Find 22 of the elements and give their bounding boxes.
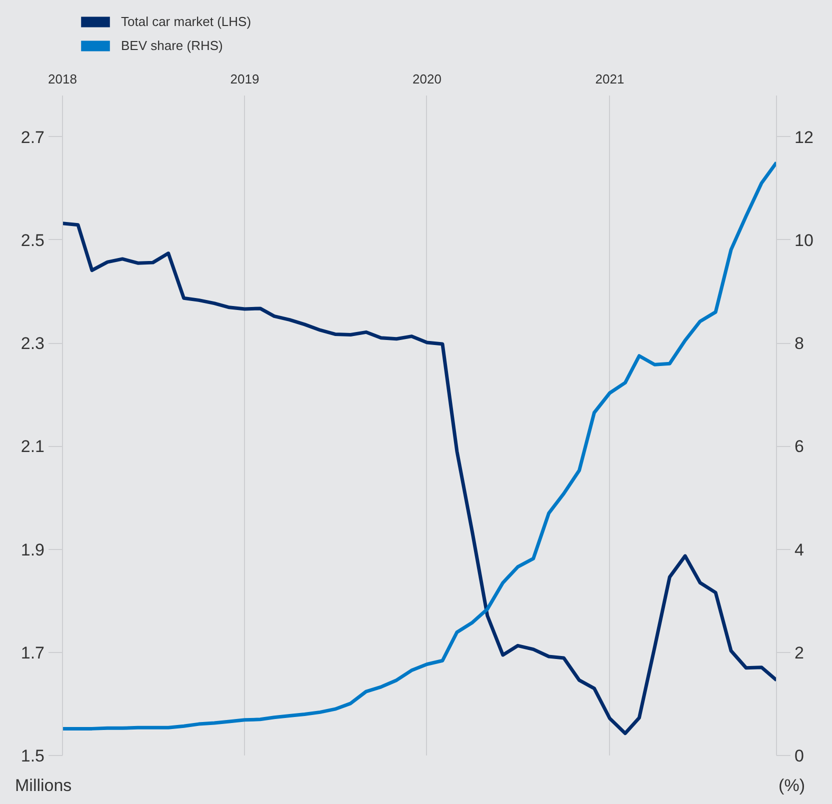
y-tick-label: 1.9 (20, 540, 45, 560)
y2-tick-label: 4 (794, 540, 804, 560)
y2-tick-label: 2 (794, 643, 804, 662)
y2-tick-label: 0 (794, 746, 804, 766)
y-tick-label: 2.1 (20, 437, 45, 456)
y-axis-title: Millions (15, 776, 72, 796)
x-tick-label: 2020 (412, 72, 442, 86)
y-tick-label: 2.7 (20, 128, 45, 147)
y-tick-label: 1.5 (20, 746, 45, 766)
y2-tick-label: 6 (794, 437, 804, 456)
y2-tick-label: 10 (794, 230, 814, 250)
y-tick-label: 2.3 (20, 334, 45, 353)
y2-tick-label: 12 (794, 128, 814, 147)
legend-label: Total car market (LHS) (121, 12, 252, 30)
x-tick-label: 2021 (595, 72, 624, 86)
y2-tick-label: 8 (794, 334, 804, 353)
legend-label: BEV share (RHS) (121, 36, 223, 54)
y-tick-label: 1.7 (20, 643, 45, 662)
x-tick-label: 2018 (48, 72, 77, 86)
x-tick-label: 2019 (230, 72, 260, 86)
y-tick-label: 2.5 (20, 230, 45, 250)
y2-axis-title: (%) (778, 776, 805, 796)
